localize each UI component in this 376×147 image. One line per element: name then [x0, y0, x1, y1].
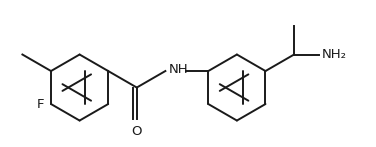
Text: NH: NH [169, 63, 188, 76]
Text: F: F [36, 98, 44, 111]
Text: O: O [132, 125, 142, 138]
Text: NH₂: NH₂ [321, 48, 346, 61]
